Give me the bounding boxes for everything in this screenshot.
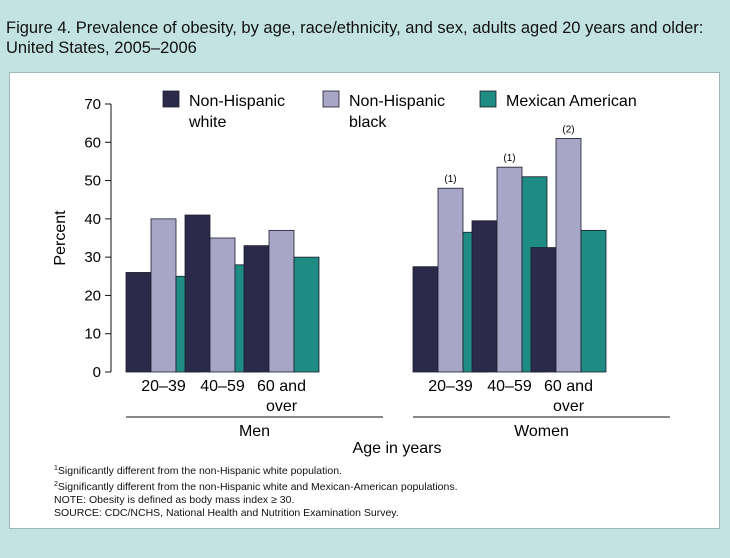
group-label-women: Women <box>514 423 569 440</box>
bar-non-hispanic-black-men-2 <box>268 229 295 373</box>
x-tick-label-3-0: 20–39 <box>428 378 473 395</box>
x-tick-label-2-0: 60 and <box>257 378 306 395</box>
y-tick-label-0: 0 <box>93 364 101 381</box>
bar-non-hispanic-white-men-2 <box>243 245 270 373</box>
y-tick-label-70: 70 <box>84 96 101 113</box>
bar-non-hispanic-black-men-1 <box>209 237 236 373</box>
legend-label-non-hispanic-black-0: Non-Hispanic <box>349 93 445 110</box>
y-tick-label-50: 50 <box>84 173 101 190</box>
x-tick-label-2-1: over <box>266 398 298 415</box>
significance-annotation-1: (1) <box>503 153 515 164</box>
y-tick-label-40: 40 <box>84 211 101 228</box>
y-axis-label: Percent <box>52 210 69 266</box>
x-tick-label-5-0: 60 and <box>544 378 593 395</box>
footnotes: 1Significantly different from the non-Hi… <box>54 462 694 520</box>
x-tick-label-4-0: 40–59 <box>487 378 532 395</box>
y-tick-label-30: 30 <box>84 249 101 266</box>
bar-chart: 0 10 20 30 40 50 60 70 Percent (1) (1) (2) 20–39 40–5… <box>52 90 670 457</box>
footnote-1: 1Significantly different from the non-Hi… <box>54 462 694 478</box>
bar-mexican-american-men-2 <box>293 256 320 373</box>
bar-non-hispanic-black-men-0 <box>150 218 177 373</box>
bar-non-hispanic-black-women-0 <box>437 187 464 373</box>
group-label-men: Men <box>239 423 270 440</box>
y-tick-label-10: 10 <box>84 326 101 343</box>
footnote-1-marker: 1 <box>54 465 58 472</box>
bar-non-hispanic-white-men-0 <box>125 272 152 373</box>
legend-label-mexican-american-0: Mexican American <box>506 93 637 110</box>
legend-swatch-mexican-american <box>479 90 497 108</box>
x-tick-label-5-1: over <box>553 398 585 415</box>
y-tick-label-60: 60 <box>84 134 101 151</box>
significance-annotation-0: (1) <box>444 174 456 185</box>
bar-non-hispanic-white-women-1 <box>471 220 498 373</box>
figure-title: Figure 4. Prevalence of obesity, by age,… <box>6 19 704 57</box>
bar-non-hispanic-white-women-2 <box>530 247 557 373</box>
legend-label-non-hispanic-white-1: white <box>188 114 226 131</box>
x-tick-label-1-0: 40–59 <box>200 378 245 395</box>
footnote-note: NOTE: Obesity is defined as body mass in… <box>54 494 295 506</box>
bar-non-hispanic-black-women-2 <box>555 138 582 373</box>
bar-mexican-american-women-2 <box>580 229 607 373</box>
bar-non-hispanic-white-men-1 <box>184 214 211 373</box>
legend-swatch-non-hispanic-white <box>162 90 180 108</box>
bar-non-hispanic-white-women-0 <box>412 266 439 373</box>
footnote-2: 2Significantly different from the non-Hi… <box>54 478 694 494</box>
footnote-1-text: Significantly different from the non-His… <box>57 465 342 477</box>
y-tick-label-20: 20 <box>84 287 101 304</box>
legend-label-non-hispanic-white-0: Non-Hispanic <box>189 93 285 110</box>
x-axis-label: Age in years <box>353 440 442 457</box>
bar-non-hispanic-black-women-1 <box>496 166 523 373</box>
legend-label-non-hispanic-black-1: black <box>349 114 387 131</box>
footnote-2-text: Significantly different from the non-His… <box>57 481 458 493</box>
footnote-2-marker: 2 <box>54 481 58 488</box>
footnote-source: SOURCE: CDC/NCHS, National Health and Nu… <box>54 507 399 519</box>
significance-annotation-2: (2) <box>562 124 574 135</box>
x-tick-label-0-0: 20–39 <box>141 378 186 395</box>
chart-panel: 0 10 20 30 40 50 60 70 Percent (1) (1) (2) 20–39 40–5… <box>9 72 720 529</box>
legend-swatch-non-hispanic-black <box>322 90 340 108</box>
